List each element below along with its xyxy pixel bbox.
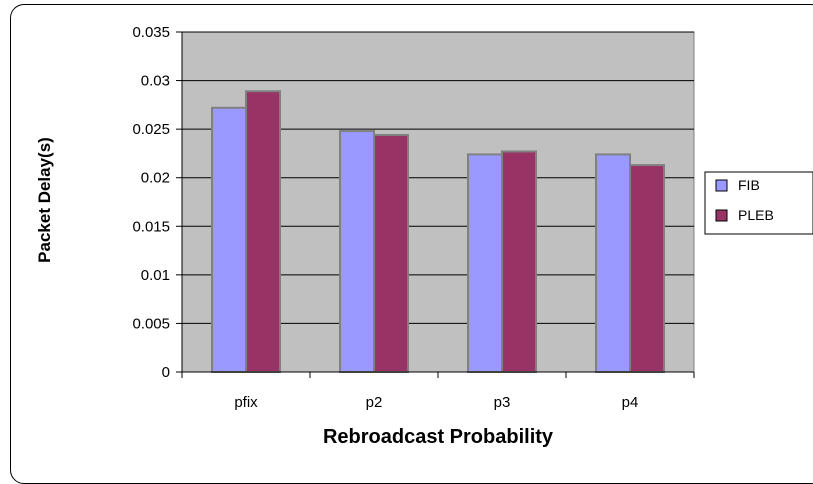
y-tick-label: 0.02 [141,170,170,187]
bar-fib-pfix [211,106,247,374]
bar-pleb-pfix [245,90,281,373]
bar-pleb-p4 [629,164,665,373]
bar-pleb-p2 [373,133,409,373]
bar-pleb-p3 [501,150,537,373]
bar-fib-p2 [339,130,375,373]
x-tick-label: pfix [234,394,258,411]
x-tick-label: p2 [366,394,383,411]
legend-swatch-fib [715,179,728,192]
y-tick-label: 0.025 [132,121,170,138]
legend-label-fib: FIB [738,177,760,193]
y-tick-label: 0.035 [132,24,170,41]
bar-fib-p3 [467,153,503,373]
legend-swatch-pleb [715,209,728,222]
x-axis-title: Rebroadcast Probability [323,426,554,448]
chart: 0 0.005 0.01 0.015 0.02 0.025 0.03 0.035 pfix p2… [35,24,813,448]
x-tick-label: p4 [622,394,639,411]
y-tick-label: 0.03 [141,73,170,90]
bar-fib-p4 [595,153,631,373]
x-tick-label: p3 [494,394,511,411]
y-tick-label: 0 [162,364,170,381]
axes [176,31,695,378]
bars [211,90,665,374]
y-tick-label: 0.005 [132,315,170,332]
y-tick-label: 0.015 [132,218,170,235]
x-tick-labels: pfix p2 p3 p4 [234,394,638,411]
legend-label-pleb: PLEB [738,207,774,223]
y-tick-labels: 0 0.005 0.01 0.015 0.02 0.025 0.03 0.035 [132,24,170,381]
y-tick-label: 0.01 [141,267,170,284]
y-axis-title: Packet Delay(s) [35,137,54,263]
legend: FIB PLEB [704,171,813,235]
